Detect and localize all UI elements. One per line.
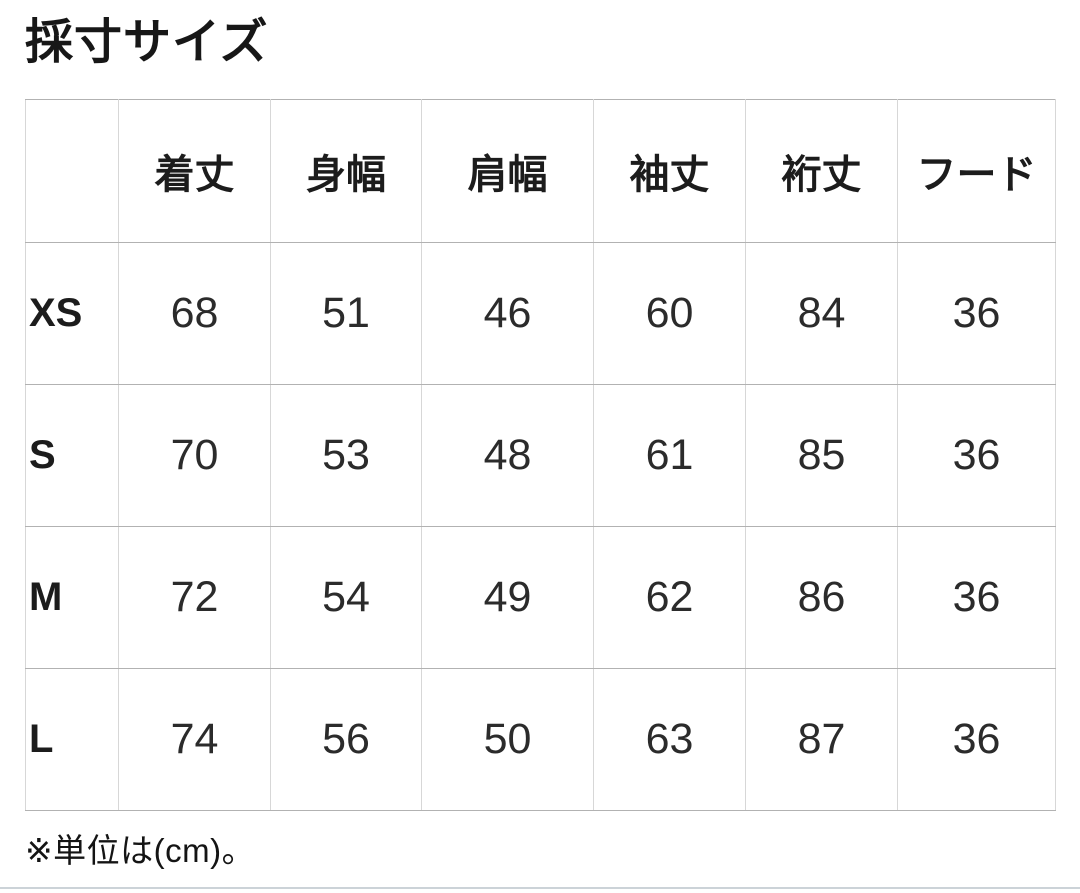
measurement-cell: 60 [593, 242, 746, 385]
measurement-cell: 70 [118, 384, 271, 527]
measurement-cell: 36 [897, 526, 1056, 669]
column-header-yuki-length: 裄丈 [745, 99, 898, 243]
table-header-row: 着丈 身幅 肩幅 袖丈 裄丈 フード [25, 99, 1056, 243]
measurement-cell: 68 [118, 242, 271, 385]
column-header-sleeve-length: 袖丈 [593, 99, 746, 243]
measurement-cell: 36 [897, 384, 1056, 527]
column-header-body-length: 着丈 [118, 99, 271, 243]
size-table-scroll-container[interactable]: 着丈 身幅 肩幅 袖丈 裄丈 フード XS 68 51 46 60 84 36 [25, 99, 1080, 811]
measurement-cell: 49 [421, 526, 594, 669]
measurement-cell: 54 [270, 526, 422, 669]
measurement-cell: 36 [897, 242, 1056, 385]
section-divider [0, 887, 1080, 889]
size-row-label: L [25, 668, 119, 811]
measurement-cell: 61 [593, 384, 746, 527]
measurement-cell: 63 [593, 668, 746, 811]
size-row-label: XS [25, 242, 119, 385]
measurement-cell: 72 [118, 526, 271, 669]
column-header-body-width: 身幅 [270, 99, 422, 243]
measurement-cell: 74 [118, 668, 271, 811]
measurement-cell: 36 [897, 668, 1056, 811]
size-row-label: M [25, 526, 119, 669]
measurement-cell: 62 [593, 526, 746, 669]
measurement-cell: 85 [745, 384, 898, 527]
measurement-cell: 46 [421, 242, 594, 385]
measurement-cell: 50 [421, 668, 594, 811]
measurement-cell: 56 [270, 668, 422, 811]
table-row-s: S 70 53 48 61 85 36 [25, 384, 1056, 527]
column-header-shoulder-width: 肩幅 [421, 99, 594, 243]
measurement-cell: 84 [745, 242, 898, 385]
column-header-size [25, 99, 119, 243]
measurement-cell: 87 [745, 668, 898, 811]
table-row-xs: XS 68 51 46 60 84 36 [25, 242, 1056, 385]
table-row-m: M 72 54 49 62 86 36 [25, 526, 1056, 669]
table-row-l: L 74 56 50 63 87 36 [25, 668, 1056, 811]
column-header-hood: フード [897, 99, 1056, 243]
page-title: 採寸サイズ [25, 16, 269, 69]
size-table: 着丈 身幅 肩幅 袖丈 裄丈 フード XS 68 51 46 60 84 36 [25, 99, 1056, 811]
measurement-cell: 53 [270, 384, 422, 527]
unit-note: ※単位は(cm)。 [25, 832, 256, 869]
measurement-cell: 86 [745, 526, 898, 669]
size-row-label: S [25, 384, 119, 527]
measurement-cell: 48 [421, 384, 594, 527]
measurement-cell: 51 [270, 242, 422, 385]
